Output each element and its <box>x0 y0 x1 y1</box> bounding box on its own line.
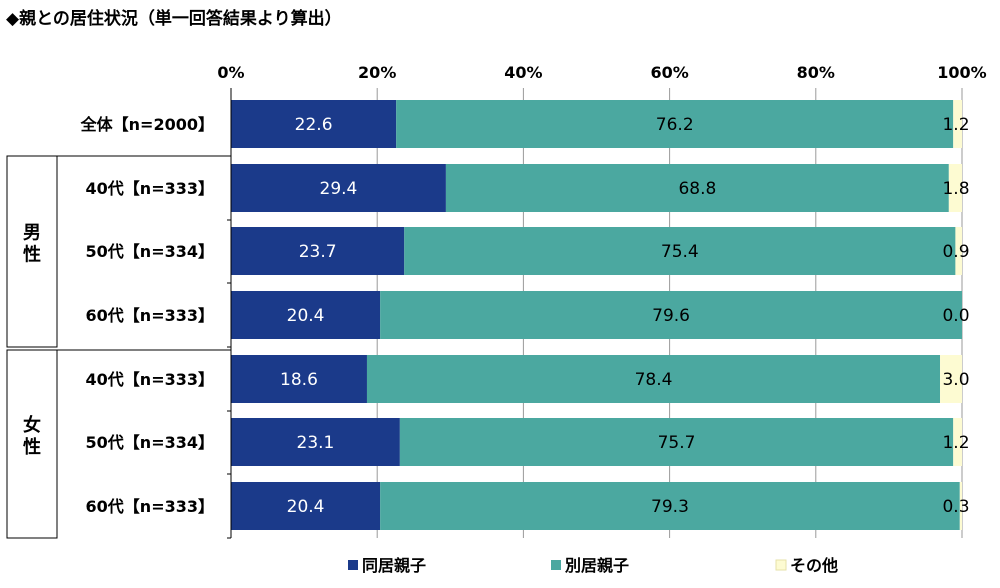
bar-separate <box>445 164 949 212</box>
data-label: 23.1 <box>297 433 335 453</box>
data-label: 1.8 <box>942 179 969 199</box>
data-label: 78.4 <box>635 370 673 390</box>
data-label: 75.7 <box>658 433 696 453</box>
data-label: 75.4 <box>661 242 699 262</box>
bar-other <box>955 227 962 275</box>
legend-label: 同居親子 <box>362 556 426 575</box>
data-label: 18.6 <box>280 370 318 390</box>
data-label: 68.8 <box>678 179 716 199</box>
x-tick-label: 0% <box>217 63 244 82</box>
data-label: 3.0 <box>942 370 969 390</box>
legend-label: 別居親子 <box>565 556 629 575</box>
legend-swatch <box>551 560 561 570</box>
x-tick-label: 80% <box>797 63 835 82</box>
bar-separate <box>404 227 956 275</box>
category-label: 60代【n=333】 <box>86 306 214 325</box>
group-label: 女性 <box>23 414 41 458</box>
bar-separate <box>380 291 962 339</box>
bar-cohabiting <box>231 482 381 530</box>
bar-other <box>948 164 962 212</box>
data-label: 0.0 <box>942 306 969 326</box>
bar-separate <box>396 100 954 148</box>
data-label: 76.2 <box>656 115 694 135</box>
bar-other <box>959 482 962 530</box>
data-label: 0.9 <box>942 242 969 262</box>
bar-separate <box>380 482 960 530</box>
group-box <box>6 155 58 348</box>
bar-other <box>953 100 962 148</box>
bar-other <box>940 355 962 403</box>
group-label: 男性 <box>23 223 41 266</box>
x-tick-label: 60% <box>650 63 688 82</box>
x-tick-label: 20% <box>358 63 396 82</box>
bar-cohabiting <box>231 291 381 339</box>
legend-label: その他 <box>790 556 838 575</box>
bar-cohabiting <box>231 164 446 212</box>
bar-separate <box>399 418 954 466</box>
data-label: 29.4 <box>320 179 358 199</box>
bar-cohabiting <box>231 100 397 148</box>
data-label: 79.6 <box>652 306 690 326</box>
category-label: 全体【n=2000】 <box>80 115 214 134</box>
category-label: 50代【n=334】 <box>86 433 214 452</box>
data-label: 1.2 <box>942 115 969 135</box>
x-tick-label: 40% <box>504 63 542 82</box>
category-label: 50代【n=334】 <box>86 242 214 261</box>
legend-swatch <box>348 560 358 570</box>
legend: 同居親子 別居親子 その他 <box>348 556 838 575</box>
bars <box>231 100 962 530</box>
chart-title: ◆親との居住状況（単一回答結果より算出） <box>6 9 342 29</box>
bar-cohabiting <box>231 227 405 275</box>
labels: 22.6 76.2 1.2 全体【n=2000】 29.4 68.8 1.8 40代【n=33… <box>23 115 970 517</box>
category-label: 60代【n=333】 <box>86 497 214 516</box>
legend-swatch <box>775 559 787 571</box>
bar-other <box>953 418 962 466</box>
data-label: 1.2 <box>942 433 969 453</box>
data-label: 0.3 <box>942 497 969 517</box>
category-label: 40代【n=333】 <box>86 179 214 198</box>
data-label: 20.4 <box>287 306 325 326</box>
axes: 0% 20% 40% 60% 80% 100% <box>6 63 987 539</box>
data-label: 22.6 <box>295 115 333 135</box>
group-box <box>6 349 58 539</box>
data-label: 23.7 <box>299 242 337 262</box>
bar-cohabiting <box>231 355 367 403</box>
bar-separate <box>366 355 941 403</box>
category-label: 40代【n=333】 <box>86 370 214 389</box>
x-tick-label: 100% <box>937 63 986 82</box>
data-label: 20.4 <box>287 497 325 517</box>
data-label: 79.3 <box>651 497 689 517</box>
bar-cohabiting <box>231 418 400 466</box>
